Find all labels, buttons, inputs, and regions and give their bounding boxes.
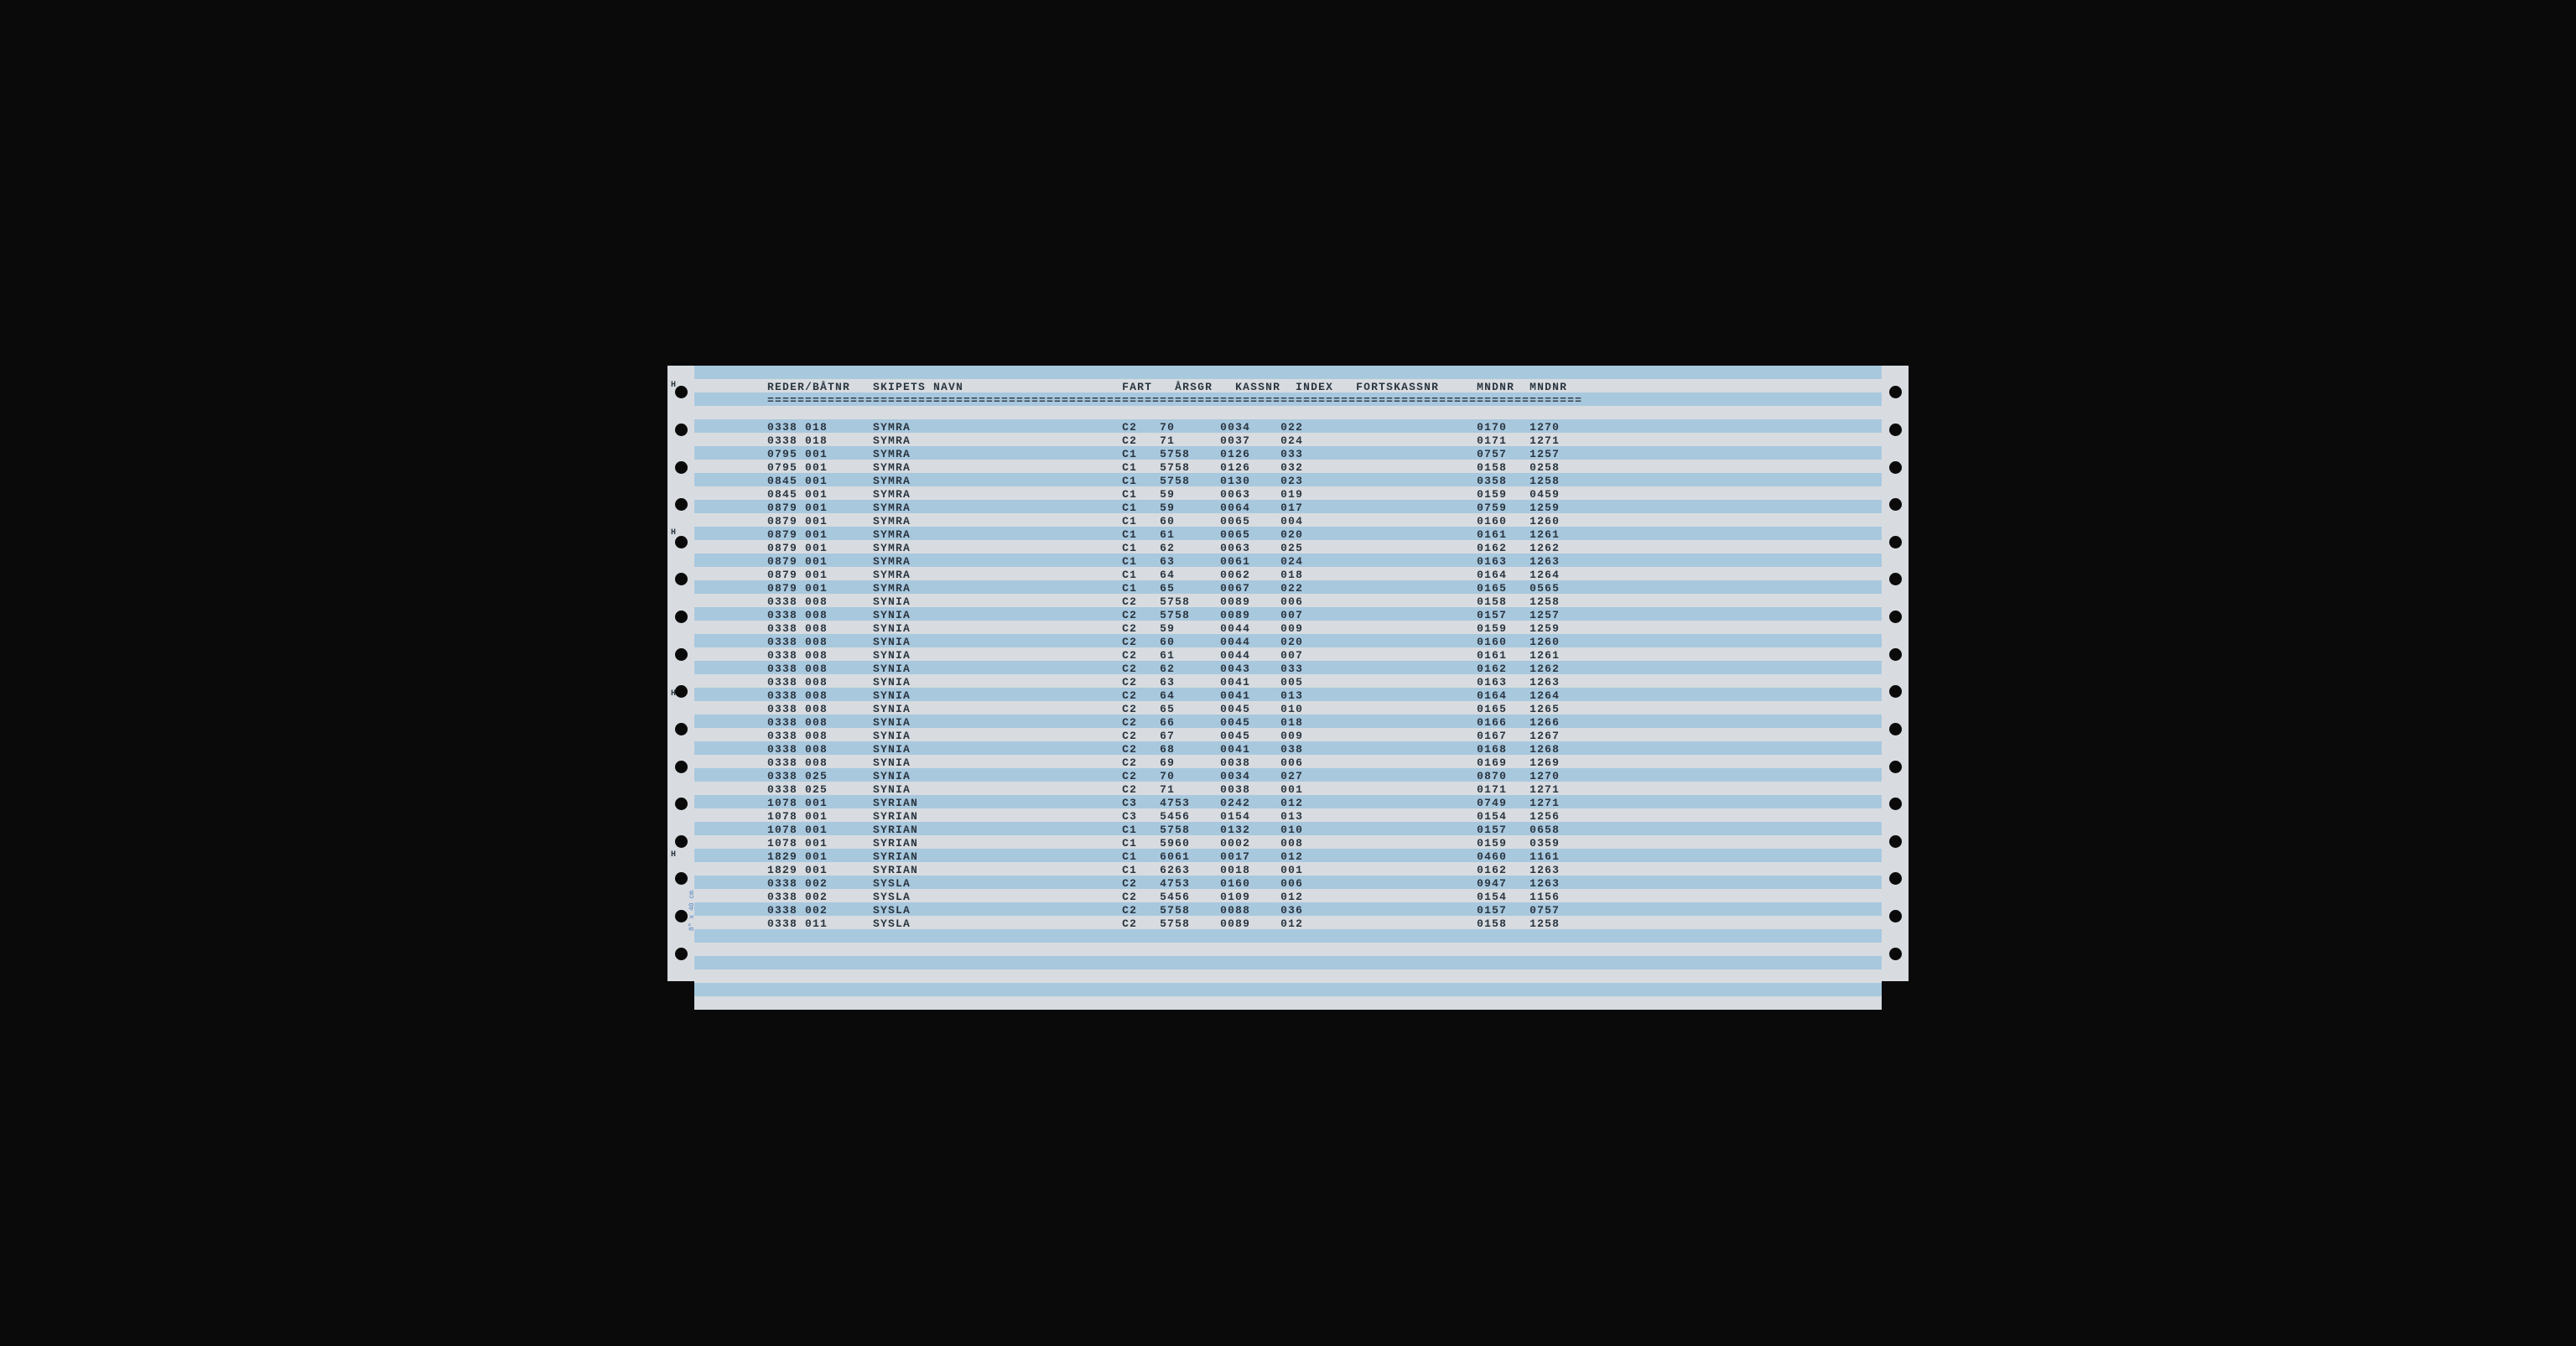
sprocket-hole xyxy=(1889,910,1902,922)
data-row: 0338 018 SYMRA C2 70 0034 022 0170 1270 xyxy=(745,421,1848,434)
data-row: 1078 001 SYRIAN C1 5960 0002 008 0159 03… xyxy=(745,837,1848,850)
sprocket-hole xyxy=(1889,648,1902,661)
data-row: 0338 008 SYNIA C2 66 0045 018 0166 1266 xyxy=(745,716,1848,730)
data-row: 0338 008 SYNIA C2 63 0041 005 0163 1263 xyxy=(745,676,1848,689)
margin-mark-h4: H xyxy=(671,850,676,860)
header-row: REDER/BÅTNR SKIPETS NAVN FART ÅRSGR KASS… xyxy=(745,381,1848,394)
data-row: 0879 001 SYMRA C1 62 0063 025 0162 1262 xyxy=(745,542,1848,555)
margin-mark-h3: H xyxy=(671,689,676,699)
sprocket-hole xyxy=(675,461,688,474)
paper-size-label: 8" x 40 cm xyxy=(688,890,696,930)
sprocket-hole xyxy=(1889,798,1902,810)
printout-content: REDER/BÅTNR SKIPETS NAVN FART ÅRSGR KASS… xyxy=(745,381,1848,931)
data-row: 0338 008 SYNIA C2 68 0041 038 0168 1268 xyxy=(745,743,1848,756)
data-row: 0338 011 SYSLA C2 5758 0089 012 0158 125… xyxy=(745,917,1848,931)
print-area: 8" x 40 cm H H H H REDER/BÅTNR SKIPETS N… xyxy=(694,366,1882,981)
sprocket-hole xyxy=(1889,872,1902,885)
sprocket-hole xyxy=(675,761,688,773)
sprocket-hole xyxy=(675,872,688,885)
sprocket-hole xyxy=(675,798,688,810)
sprocket-hole xyxy=(675,685,688,698)
sprocket-hole xyxy=(675,536,688,548)
data-row: 0879 001 SYMRA C1 63 0061 024 0163 1263 xyxy=(745,555,1848,569)
data-row: 0879 001 SYMRA C1 61 0065 020 0161 1261 xyxy=(745,528,1848,542)
sprocket-hole xyxy=(1889,461,1902,474)
data-row: 0845 001 SYMRA C1 59 0063 019 0159 0459 xyxy=(745,488,1848,502)
data-row: 0879 001 SYMRA C1 64 0062 018 0164 1264 xyxy=(745,569,1848,582)
sprocket-hole xyxy=(1889,498,1902,511)
data-row: 0338 008 SYNIA C2 61 0044 007 0161 1261 xyxy=(745,649,1848,663)
sprocket-hole xyxy=(1889,723,1902,735)
data-row: 0879 001 SYMRA C1 60 0065 004 0160 1260 xyxy=(745,515,1848,528)
sprocket-hole xyxy=(675,910,688,922)
data-row: 0338 002 SYSLA C2 5758 0088 036 0157 075… xyxy=(745,904,1848,917)
blank-row xyxy=(745,408,1848,421)
margin-mark-h2: H xyxy=(671,528,676,538)
data-row: 1078 001 SYRIAN C3 4753 0242 012 0749 12… xyxy=(745,797,1848,810)
margin-mark-h1: H xyxy=(671,381,676,390)
data-row: 0338 008 SYNIA C2 62 0043 033 0162 1262 xyxy=(745,663,1848,676)
continuous-form-paper: 8" x 40 cm H H H H REDER/BÅTNR SKIPETS N… xyxy=(667,366,1909,981)
data-row: 0338 002 SYSLA C2 5456 0109 012 0154 115… xyxy=(745,891,1848,904)
sprocket-hole xyxy=(675,648,688,661)
data-row: 1829 001 SYRIAN C1 6061 0017 012 0460 11… xyxy=(745,850,1848,864)
data-row: 0338 008 SYNIA C2 64 0041 013 0164 1264 xyxy=(745,689,1848,703)
sprocket-hole xyxy=(1889,573,1902,585)
sprocket-hole xyxy=(1889,536,1902,548)
data-row: 0338 008 SYNIA C2 59 0044 009 0159 1259 xyxy=(745,622,1848,636)
data-row: 1829 001 SYRIAN C1 6263 0018 001 0162 12… xyxy=(745,864,1848,877)
separator-row: ========================================… xyxy=(745,394,1848,408)
sprocket-hole xyxy=(1889,611,1902,623)
sprocket-hole xyxy=(675,835,688,848)
data-row: 0795 001 SYMRA C1 5758 0126 033 0757 125… xyxy=(745,448,1848,461)
data-row: 0338 008 SYNIA C2 5758 0089 006 0158 125… xyxy=(745,595,1848,609)
data-row: 0338 002 SYSLA C2 4753 0160 006 0947 126… xyxy=(745,877,1848,891)
data-row: 0338 008 SYNIA C2 69 0038 006 0169 1269 xyxy=(745,756,1848,770)
sprocket-hole xyxy=(675,611,688,623)
data-row: 0338 008 SYNIA C2 5758 0089 007 0157 125… xyxy=(745,609,1848,622)
data-row: 0338 008 SYNIA C2 60 0044 020 0160 1260 xyxy=(745,636,1848,649)
data-row: 0338 025 SYNIA C2 71 0038 001 0171 1271 xyxy=(745,783,1848,797)
data-row: 0879 001 SYMRA C1 65 0067 022 0165 0565 xyxy=(745,582,1848,595)
sprocket-hole xyxy=(675,573,688,585)
data-row: 0879 001 SYMRA C1 59 0064 017 0759 1259 xyxy=(745,502,1848,515)
data-row: 0338 008 SYNIA C2 65 0045 010 0165 1265 xyxy=(745,703,1848,716)
sprocket-hole xyxy=(675,723,688,735)
sprocket-hole xyxy=(1889,835,1902,848)
data-row: 0338 018 SYMRA C2 71 0037 024 0171 1271 xyxy=(745,434,1848,448)
data-row: 0795 001 SYMRA C1 5758 0126 032 0158 025… xyxy=(745,461,1848,475)
sprocket-hole xyxy=(1889,424,1902,436)
sprocket-hole xyxy=(675,948,688,960)
sprocket-hole xyxy=(675,424,688,436)
data-row: 0845 001 SYMRA C1 5758 0130 023 0358 125… xyxy=(745,475,1848,488)
sprocket-hole xyxy=(1889,386,1902,398)
data-row: 1078 001 SYRIAN C1 5758 0132 010 0157 06… xyxy=(745,824,1848,837)
sprocket-left xyxy=(667,366,694,981)
data-row: 0338 008 SYNIA C2 67 0045 009 0167 1267 xyxy=(745,730,1848,743)
sprocket-hole xyxy=(1889,948,1902,960)
data-row: 0338 025 SYNIA C2 70 0034 027 0870 1270 xyxy=(745,770,1848,783)
sprocket-hole xyxy=(1889,761,1902,773)
sprocket-right xyxy=(1882,366,1909,981)
sprocket-hole xyxy=(675,386,688,398)
sprocket-hole xyxy=(1889,685,1902,698)
sprocket-hole xyxy=(675,498,688,511)
data-row: 1078 001 SYRIAN C3 5456 0154 013 0154 12… xyxy=(745,810,1848,824)
